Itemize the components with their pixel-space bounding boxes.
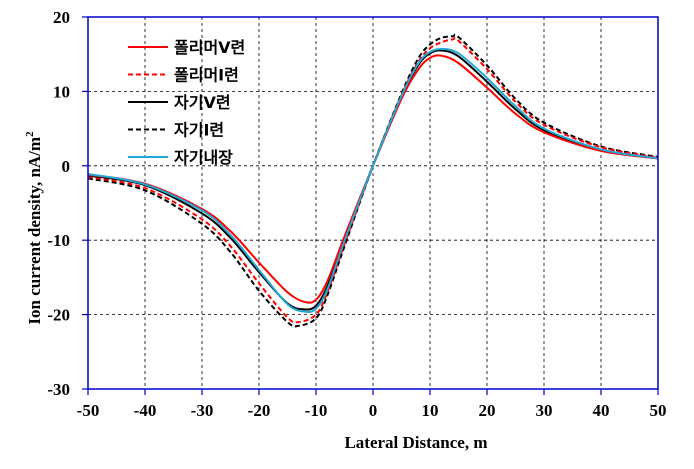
x-tick-label: 50 (650, 401, 667, 420)
y-tick-label: 20 (53, 8, 70, 27)
y-tick-label: 0 (62, 157, 71, 176)
legend-label-4: 자기I련 (174, 121, 224, 140)
series-layer (87, 33, 659, 328)
x-tick-label: 20 (479, 401, 496, 420)
x-tick-label: 0 (369, 401, 378, 420)
legend-label-5: 자기내장 (174, 148, 233, 167)
y-tick-label: 10 (53, 82, 70, 101)
y-tick-labels: -30 -20 -10 0 10 20 (47, 8, 70, 399)
x-tick-labels: -50 -40 -30 -20 -10 0 10 20 30 40 50 (77, 401, 667, 420)
legend-label-3: 자기V련 (174, 93, 231, 112)
x-tick-label: -20 (248, 401, 271, 420)
x-tick-label: -10 (305, 401, 328, 420)
series-line-5 (87, 47, 659, 313)
grid-lines (88, 17, 658, 389)
series-line-4 (87, 33, 659, 328)
y-axis-label-superscript: 2 (24, 131, 36, 137)
y-axis-label-main: Ion current density, nA/m (25, 137, 44, 325)
x-tick-label: 30 (536, 401, 553, 420)
x-axis-label: Lateral Distance, m (344, 433, 487, 452)
y-tick-label: -30 (47, 380, 70, 399)
y-tick-label: -10 (47, 231, 70, 250)
x-tick-label: -50 (77, 401, 100, 420)
axis-ticks (82, 16, 659, 395)
legend-label-2: 폴리머I련 (174, 66, 239, 85)
x-tick-label: 40 (593, 401, 610, 420)
x-tick-label: -40 (134, 401, 157, 420)
y-tick-label: -20 (47, 306, 70, 325)
x-tick-label: -30 (191, 401, 214, 420)
y-axis-label: Ion current density, nA/m2 (24, 131, 44, 325)
x-tick-label: 10 (422, 401, 439, 420)
legend-label-1: 폴리머V련 (174, 38, 245, 57)
